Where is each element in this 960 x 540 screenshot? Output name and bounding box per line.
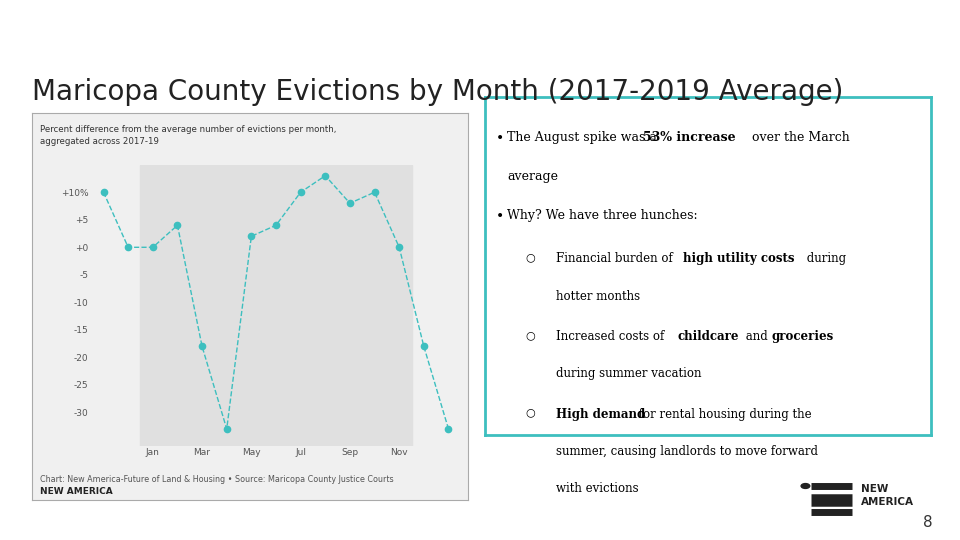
Text: 53% increase: 53% increase [643,131,736,144]
Bar [140,165,412,446]
Text: for rental housing during the: for rental housing during the [636,408,812,421]
Text: NEW
AMERICA: NEW AMERICA [861,484,914,507]
Text: during: during [804,252,846,266]
Text: over the March: over the March [748,131,850,144]
Text: Increased costs of: Increased costs of [556,330,668,343]
Text: summer, causing landlords to move forward: summer, causing landlords to move forwar… [556,445,818,458]
Text: NEW AMERICA: NEW AMERICA [40,487,113,496]
Text: average: average [507,170,558,183]
Text: ○: ○ [525,330,535,340]
Text: Financial burden of: Financial burden of [556,252,677,266]
Text: during summer vacation: during summer vacation [556,367,702,380]
Text: and: and [742,330,772,343]
Text: childcare: childcare [678,330,739,343]
Text: with evictions: with evictions [556,482,638,495]
Text: •: • [496,208,504,222]
Text: The August spike was a: The August spike was a [507,131,661,144]
Text: ○: ○ [525,408,535,418]
Text: hotter months: hotter months [556,289,640,302]
Text: groceries: groceries [772,330,833,343]
Text: •: • [496,131,504,145]
Text: Maricopa County Evictions by Month (2017-2019 Average): Maricopa County Evictions by Month (2017… [32,78,843,106]
Text: Chart: New America-Future of Land & Housing • Source: Maricopa County Justice Co: Chart: New America-Future of Land & Hous… [40,475,394,484]
Text: Why? We have three hunches:: Why? We have three hunches: [507,208,698,221]
Text: 8: 8 [924,515,933,530]
Text: Percent difference from the average number of evictions per month,
aggregated ac: Percent difference from the average numb… [40,125,337,146]
Text: high utility costs: high utility costs [684,252,795,266]
Text: High demand: High demand [556,408,645,421]
Text: ○: ○ [525,252,535,262]
